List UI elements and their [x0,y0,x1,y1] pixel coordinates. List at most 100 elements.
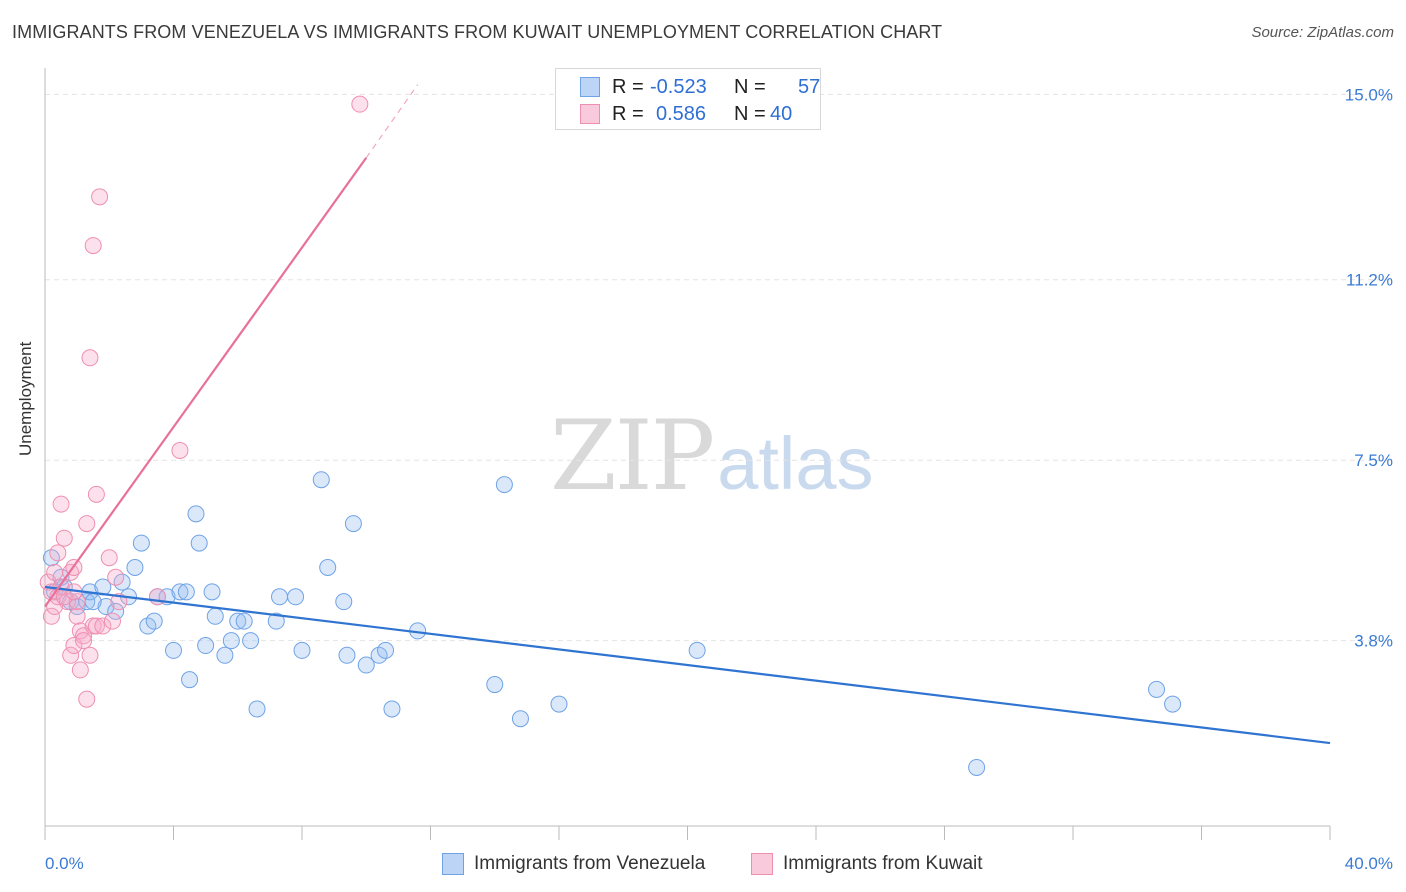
kuwait-point [42,607,60,625]
legend-n-label: N = [734,76,766,98]
venezuela-point [383,700,401,718]
venezuela-point [377,641,395,659]
kuwait-point [81,349,99,367]
venezuela-point [181,671,199,689]
legend-r-value: -0.523 [650,76,707,98]
legend-n-value: 40 [770,103,793,125]
kuwait-point [81,646,99,664]
kuwait-point [107,568,125,586]
venezuela-point [171,583,189,601]
venezuela-point [222,632,240,650]
kuwait-point [62,646,80,664]
kuwait-point [103,612,121,630]
data-points [39,95,1182,776]
kuwait-point [71,661,89,679]
venezuela-point [1148,680,1166,698]
bottom-legend-label: Immigrants from Kuwait [783,853,983,874]
x-tick-label: 0.0% [45,854,84,873]
venezuela-point [216,646,234,664]
y-axis-label: Unemployment [16,341,35,456]
venezuela-point [248,700,266,718]
venezuela-trend-line [44,585,1331,745]
legend-r-label: R = [612,76,644,98]
bottom-swatch-kuwait [751,853,773,875]
venezuela-point [203,583,221,601]
venezuela-point [177,583,195,601]
venezuela-point [68,598,86,616]
venezuela-point [84,593,102,611]
venezuela-point [495,476,513,494]
legend-r-value: 0.586 [656,103,707,125]
kuwait-point [49,544,67,562]
venezuela-point [344,515,362,533]
venezuela-point [197,637,215,655]
venezuela-point [267,612,285,630]
legend-n-value: 57 [798,76,821,98]
kuwait-point [58,593,76,611]
bottom-legend-label: Immigrants from Venezuela [474,853,706,874]
venezuela-point [287,588,305,606]
y-tick-label: 11.2% [1346,271,1393,290]
kuwait-point [84,237,102,255]
venezuela-point [165,641,182,659]
tick-labels: 3.8% 7.5% 11.2% 15.0% 0.0% 40.0% [45,85,1393,873]
venezuela-point [550,695,568,713]
legend-r-label: R = [612,103,644,125]
venezuela-point [511,710,529,728]
venezuela-point [235,612,253,630]
venezuela-point [486,676,504,694]
venezuela-point [968,758,986,776]
kuwait-point [351,95,369,113]
venezuela-point [126,558,144,576]
venezuela-point [357,656,375,674]
kuwait-point [39,573,57,591]
kuwait-point [110,593,128,611]
venezuela-point [293,641,311,659]
kuwait-point [78,690,96,708]
source-credit: Source: ZipAtlas.com [1251,24,1394,41]
y-tick-label: 3.8% [1354,632,1393,651]
venezuela-point [312,471,330,489]
venezuela-point [107,602,125,620]
kuwait-point [94,617,112,635]
y-tick-label: 15.0% [1345,85,1393,104]
legend-swatch-kuwait [580,104,600,124]
x-tick-label: 40.0% [1345,854,1393,873]
kuwait-point [68,607,86,625]
venezuela-point [1164,695,1182,713]
venezuela-point [132,534,150,552]
venezuela-point [145,612,163,630]
kuwait-point [75,632,93,650]
kuwait-point [52,495,70,513]
kuwait-point [46,563,64,581]
venezuela-point [335,593,353,611]
kuwait-point [87,617,105,635]
venezuela-point [271,588,289,606]
legend-swatch-venezuela [580,77,600,97]
venezuela-point [229,612,247,630]
venezuela-point [190,534,208,552]
kuwait-point [171,441,189,459]
kuwait-point [91,188,109,206]
venezuela-point [97,598,115,616]
legend-n-label: N = [734,103,766,125]
kuwait-point [78,515,96,533]
trend-lines [44,84,1331,745]
y-tick-label: 7.5% [1354,451,1393,470]
correlation-legend: R = -0.523 N = 57 R = 0.586 N = 40 [555,68,821,130]
venezuela-point [338,646,356,664]
kuwait-point [87,485,105,503]
axes [44,68,1331,840]
kuwait-trend-extension [365,84,419,159]
kuwait-point [68,593,86,611]
chart-title: IMMIGRANTS FROM VENEZUELA VS IMMIGRANTS … [12,22,943,42]
venezuela-point [319,558,337,576]
grid-lines [45,93,1395,642]
kuwait-trend-line [44,157,368,608]
venezuela-point [78,593,96,611]
venezuela-point [242,632,260,650]
kuwait-point [71,622,89,640]
kuwait-point [100,549,118,567]
venezuela-point [206,607,224,625]
